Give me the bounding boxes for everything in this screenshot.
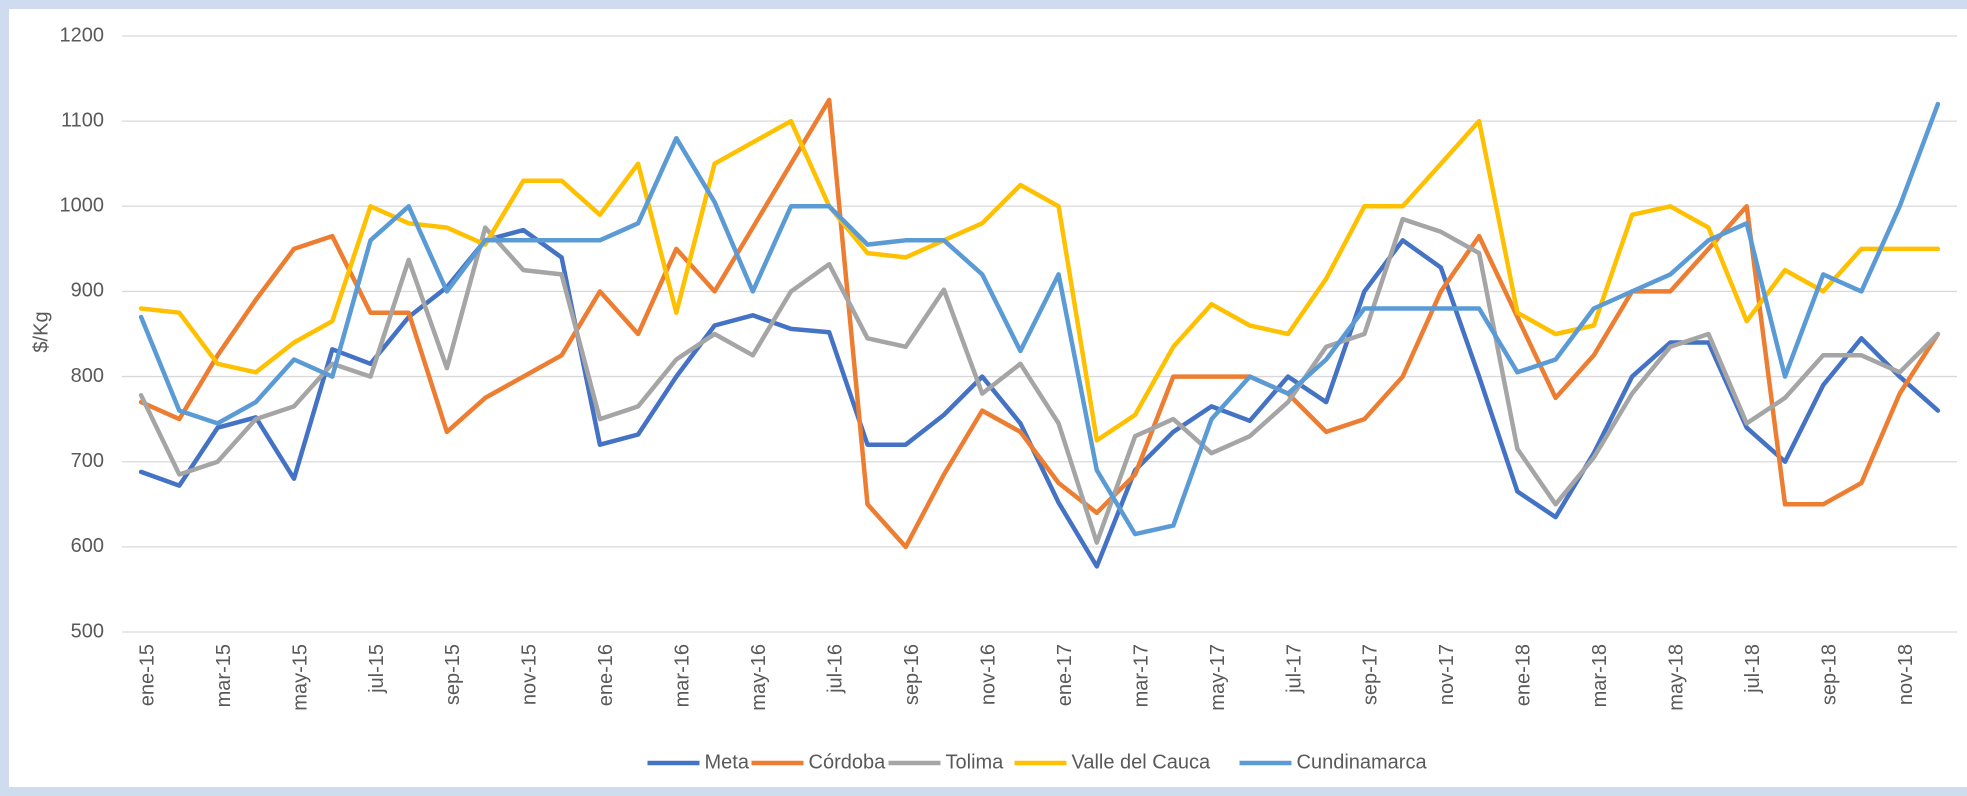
legend-label: Meta — [705, 751, 750, 773]
y-tick-label: 1100 — [61, 109, 104, 131]
y-tick-label: 700 — [71, 450, 104, 472]
x-tick-label: mar-18 — [1589, 644, 1611, 707]
x-tick-label: may-15 — [289, 644, 311, 711]
legend-label: Cundinamarca — [1297, 751, 1428, 773]
x-tick-label: sep-17 — [1360, 644, 1382, 705]
x-tick-label: nov-17 — [1436, 644, 1458, 705]
x-tick-label: may-16 — [748, 644, 770, 711]
line — [138, 97, 1941, 550]
x-tick-label: ene-17 — [1054, 644, 1076, 706]
x-tick-label: mar-16 — [672, 644, 694, 707]
legend-label: Valle del Cauca — [1072, 751, 1211, 773]
line — [138, 101, 1941, 537]
x-tick-label: jul-18 — [1742, 644, 1764, 694]
y-tick-label: 500 — [71, 620, 104, 642]
x-tick-label: ene-16 — [595, 644, 617, 706]
legend-label: Córdoba — [809, 751, 887, 773]
legend-label: Tolima — [946, 751, 1005, 773]
line — [138, 227, 1941, 569]
x-tick-label: mar-15 — [213, 644, 235, 707]
x-tick-label: may-18 — [1666, 644, 1688, 711]
x-tick-label: sep-16 — [901, 644, 923, 705]
x-tick-label: nov-18 — [1895, 644, 1917, 705]
x-tick-label: mar-17 — [1130, 644, 1152, 707]
y-tick-label: 900 — [71, 280, 104, 302]
x-tick-label: nov-15 — [519, 644, 541, 705]
x-tick-label: jul-16 — [825, 644, 847, 694]
x-tick-label: jul-17 — [1283, 644, 1305, 694]
x-tick-label: may-17 — [1207, 644, 1229, 711]
y-axis-title: $/Kg — [30, 311, 52, 352]
line — [138, 216, 1941, 545]
x-tick-label: ene-18 — [1513, 644, 1535, 706]
x-tick-label: ene-15 — [136, 644, 158, 706]
chart-area — [9, 9, 1967, 787]
y-tick-label: 1000 — [60, 195, 105, 217]
line — [138, 118, 1941, 443]
y-tick-label: 600 — [71, 535, 104, 557]
x-tick-label: nov-16 — [977, 644, 999, 705]
y-tick-label: 1200 — [60, 24, 105, 46]
x-tick-label: sep-15 — [442, 644, 464, 705]
x-tick-label: jul-15 — [366, 644, 388, 694]
y-tick-label: 800 — [71, 365, 104, 387]
x-tick-label: sep-18 — [1818, 644, 1840, 705]
